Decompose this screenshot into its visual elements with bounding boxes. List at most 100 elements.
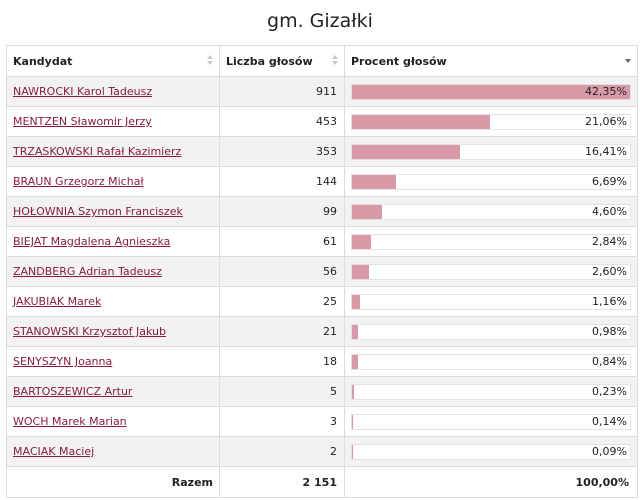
table-row: BARTOSZEWICZ Artur 5 0,23% [6,376,638,407]
votes-cell: 2 [219,436,345,467]
percent-bar [352,444,353,459]
percent-cell: 2,60% [344,256,638,287]
candidate-cell: NAWROCKI Karol Tadeusz [6,76,220,107]
percent-bar [352,114,491,129]
sort-desc-icon[interactable] [625,55,631,67]
candidate-cell: BARTOSZEWICZ Artur [6,376,220,407]
percent-bar-track: 6,69% [351,173,631,190]
percent-bar-track: 21,06% [351,113,631,130]
column-header-label: Procent głosów [351,54,447,68]
percent-value: 1,16% [592,294,627,308]
candidate-link[interactable]: BIEJAT Magdalena Agnieszka [13,235,171,248]
percent-value: 6,69% [592,174,627,188]
percent-bar [352,324,359,339]
candidate-link[interactable]: ZANDBERG Adrian Tadeusz [13,265,162,278]
percent-cell: 4,60% [344,196,638,227]
sort-icon[interactable] [332,55,338,67]
table-row: SENYSZYN Joanna 18 0,84% [6,346,638,377]
table-row: JAKUBIAK Marek 25 1,16% [6,286,638,317]
candidate-link[interactable]: TRZASKOWSKI Rafał Kazimierz [13,145,182,158]
percent-value: 2,60% [592,264,627,278]
percent-value: 0,09% [592,444,627,458]
percent-bar [352,264,370,279]
percent-bar [352,294,360,309]
votes-cell: 3 [219,406,345,437]
table-row: BRAUN Grzegorz Michał 144 6,69% [6,166,638,197]
percent-bar-track: 42,35% [351,83,631,100]
votes-cell: 144 [219,166,345,197]
percent-bar [352,234,371,249]
votes-cell: 5 [219,376,345,407]
percent-cell: 0,84% [344,346,638,377]
candidate-cell: SENYSZYN Joanna [6,346,220,377]
candidate-link[interactable]: MENTZEN Sławomir Jerzy [13,115,152,128]
table-row: NAWROCKI Karol Tadeusz 911 42,35% [6,76,638,107]
percent-cell: 2,84% [344,226,638,257]
candidate-cell: ZANDBERG Adrian Tadeusz [6,256,220,287]
table-header-row: Kandydat Liczba głosów Procent głosów [6,45,638,77]
percent-cell: 42,35% [344,76,638,107]
percent-cell: 0,98% [344,316,638,347]
votes-cell: 25 [219,286,345,317]
percent-bar [352,384,354,399]
candidate-link[interactable]: WOCH Marek Marian [13,415,127,428]
candidate-cell: HOŁOWNIA Szymon Franciszek [6,196,220,227]
candidate-link[interactable]: NAWROCKI Karol Tadeusz [13,85,153,98]
percent-bar-track: 1,16% [351,293,631,310]
candidate-link[interactable]: BARTOSZEWICZ Artur [13,385,133,398]
percent-cell: 0,14% [344,406,638,437]
percent-value: 42,35% [585,84,627,98]
candidate-cell: STANOWSKI Krzysztof Jakub [6,316,220,347]
total-percent: 100,00% [344,466,638,498]
votes-cell: 99 [219,196,345,227]
column-header-candidate[interactable]: Kandydat [6,45,220,77]
candidate-link[interactable]: HOŁOWNIA Szymon Franciszek [13,205,183,218]
percent-bar-track: 0,23% [351,383,631,400]
percent-cell: 1,16% [344,286,638,317]
percent-bar-track: 2,84% [351,233,631,250]
candidate-cell: TRZASKOWSKI Rafał Kazimierz [6,136,220,167]
table-row: ZANDBERG Adrian Tadeusz 56 2,60% [6,256,638,287]
percent-bar [352,144,460,159]
column-header-label: Liczba głosów [226,54,313,68]
table-row: BIEJAT Magdalena Agnieszka 61 2,84% [6,226,638,257]
results-table: Kandydat Liczba głosów Procent głosów NA… [6,45,638,498]
candidate-cell: BRAUN Grzegorz Michał [6,166,220,197]
table-row: MENTZEN Sławomir Jerzy 453 21,06% [6,106,638,137]
candidate-link[interactable]: SENYSZYN Joanna [13,355,113,368]
candidate-link[interactable]: BRAUN Grzegorz Michał [13,175,144,188]
percent-bar-track: 4,60% [351,203,631,220]
percent-bar-track: 0,84% [351,353,631,370]
column-header-percent[interactable]: Procent głosów [344,45,638,77]
candidate-cell: JAKUBIAK Marek [6,286,220,317]
percent-value: 2,84% [592,234,627,248]
percent-bar [352,174,396,189]
percent-bar [352,414,353,429]
percent-value: 4,60% [592,204,627,218]
candidate-link[interactable]: JAKUBIAK Marek [13,295,102,308]
percent-value: 0,14% [592,414,627,428]
column-header-label: Kandydat [13,54,73,68]
votes-cell: 21 [219,316,345,347]
votes-cell: 353 [219,136,345,167]
percent-bar [352,84,630,99]
percent-cell: 0,09% [344,436,638,467]
percent-bar-track: 2,60% [351,263,631,280]
candidate-link[interactable]: STANOWSKI Krzysztof Jakub [13,325,166,338]
percent-cell: 16,41% [344,136,638,167]
percent-bar-track: 0,14% [351,413,631,430]
percent-value: 0,98% [592,324,627,338]
percent-value: 21,06% [585,114,627,128]
column-header-votes[interactable]: Liczba głosów [219,45,345,77]
percent-value: 0,23% [592,384,627,398]
percent-bar [352,204,383,219]
table-row: WOCH Marek Marian 3 0,14% [6,406,638,437]
sort-icon[interactable] [207,55,213,67]
table-row: MACIAK Maciej 2 0,09% [6,436,638,467]
votes-cell: 453 [219,106,345,137]
candidate-cell: WOCH Marek Marian [6,406,220,437]
candidate-cell: MENTZEN Sławomir Jerzy [6,106,220,137]
candidate-link[interactable]: MACIAK Maciej [13,445,95,458]
table-row: STANOWSKI Krzysztof Jakub 21 0,98% [6,316,638,347]
table-row: TRZASKOWSKI Rafał Kazimierz 353 16,41% [6,136,638,167]
